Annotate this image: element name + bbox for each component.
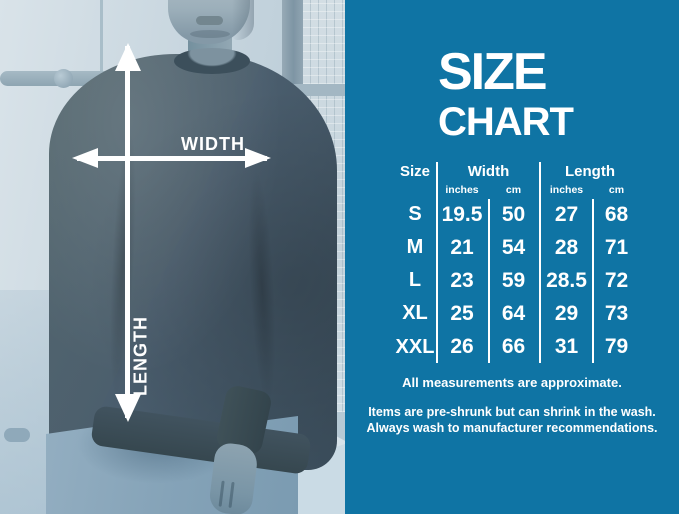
size-label: M: [406, 236, 424, 258]
table-cell: 50: [501, 202, 526, 226]
width-arrow-left-head-icon: [72, 148, 98, 168]
table-cell: 25: [450, 301, 474, 325]
table-cell: 28: [554, 235, 579, 259]
width-measure-label: WIDTH: [181, 134, 245, 154]
table-cell: 19.5: [441, 202, 483, 226]
model-sweatshirt: [49, 54, 337, 470]
table-cell: 27: [554, 202, 579, 226]
length-arrow-down-head-icon: [115, 394, 141, 422]
table-cell: 72: [604, 268, 629, 292]
size-label: L: [408, 269, 422, 291]
column-header-length: Length: [565, 162, 615, 180]
unit-label-inches: inches: [445, 184, 479, 196]
table-cell: 68: [604, 202, 629, 226]
table-cell: 66: [501, 335, 526, 358]
model-lips: [196, 16, 223, 25]
width-arrow-right-head-icon: [245, 148, 271, 168]
table-cell: 64: [501, 301, 526, 325]
table-cell: 79: [604, 335, 629, 358]
table-cell: 73: [604, 301, 629, 325]
unit-label-cm: cm: [505, 184, 522, 196]
page-title: SIZE CHART: [438, 43, 574, 144]
finger-line: [228, 481, 235, 508]
table-cell: 54: [501, 235, 526, 259]
model-hand: [207, 441, 260, 514]
size-chart-panel: SIZE CHART Size Width Length inches cm i…: [345, 0, 679, 514]
table-cell: 59: [501, 268, 526, 292]
size-label: S: [408, 203, 422, 225]
table-divider: [436, 162, 438, 363]
table-cell: 28.5: [546, 268, 587, 292]
sweatshirt-collar: [174, 48, 250, 74]
table-cell: 23: [450, 268, 474, 292]
approximation-note: All measurements are approximate.: [402, 375, 622, 390]
model-photo: WIDTH LENGTH: [0, 0, 345, 514]
title-line-chart: CHART: [438, 100, 574, 144]
length-measure-label: LENGTH: [130, 316, 151, 396]
model-chin-shadow: [190, 30, 230, 38]
title-line-size: SIZE: [438, 43, 548, 101]
table-divider: [539, 162, 541, 363]
table-divider: [488, 199, 490, 363]
size-label: XXL: [395, 335, 435, 358]
unit-label-cm: cm: [608, 184, 625, 196]
table-divider: [592, 199, 594, 363]
table-cell: 71: [604, 235, 629, 259]
wall-fixture: [4, 428, 30, 442]
pipe-joint: [54, 69, 73, 88]
unit-label-inches: inches: [549, 184, 584, 196]
table-cell: 26: [450, 335, 474, 358]
size-table: Size Width Length inches cm inches cm S …: [393, 160, 640, 364]
model-face-shadow: [232, 0, 254, 40]
width-arrow-line: [77, 156, 267, 161]
length-arrow-up-head-icon: [115, 43, 141, 71]
wall-edge: [100, 0, 103, 74]
finger-line: [218, 480, 225, 507]
care-note: Items are pre-shrunk but can shrink in t…: [366, 405, 658, 435]
column-header-width: Width: [467, 162, 510, 180]
column-header-size: Size: [399, 162, 430, 180]
table-cell: 31: [554, 335, 579, 358]
length-arrow-line: [125, 46, 130, 418]
table-cell: 29: [554, 301, 579, 325]
size-label: XL: [402, 302, 428, 324]
table-cell: 21: [450, 235, 474, 259]
